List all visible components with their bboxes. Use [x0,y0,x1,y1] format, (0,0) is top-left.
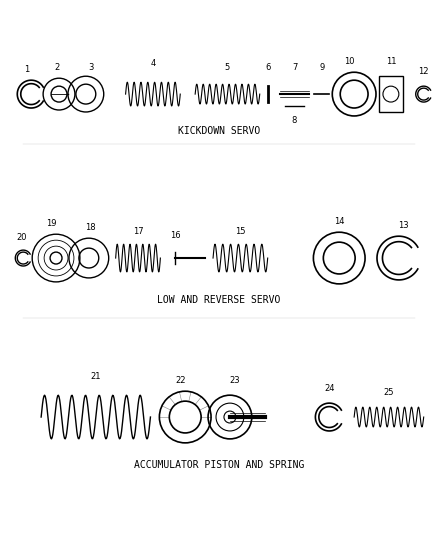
Text: 10: 10 [344,57,354,66]
Text: 25: 25 [384,388,394,397]
Text: 19: 19 [46,219,57,228]
Text: KICKDOWN SERVO: KICKDOWN SERVO [178,126,260,136]
Text: 8: 8 [292,116,297,125]
Text: 23: 23 [230,376,240,385]
Text: 9: 9 [320,63,325,72]
Text: 17: 17 [133,227,143,236]
Text: 11: 11 [385,57,396,66]
Bar [379,76,403,112]
Text: 3: 3 [88,63,93,72]
Text: 4: 4 [150,59,155,68]
Text: 12: 12 [418,67,429,76]
Text: 7: 7 [292,63,297,72]
Text: 16: 16 [170,231,180,240]
Text: 13: 13 [399,221,409,230]
Text: 14: 14 [334,217,344,226]
Text: 22: 22 [175,376,186,385]
Text: 1: 1 [24,65,29,74]
Text: 2: 2 [54,63,60,72]
Text: 20: 20 [16,233,27,242]
Text: 15: 15 [235,227,246,236]
Text: 6: 6 [265,63,270,72]
Text: 18: 18 [85,223,96,232]
Text: LOW AND REVERSE SERVO: LOW AND REVERSE SERVO [157,295,281,305]
Text: 5: 5 [225,63,230,72]
Text: ACCUMULATOR PISTON AND SPRING: ACCUMULATOR PISTON AND SPRING [134,460,304,470]
Text: 21: 21 [91,372,101,381]
Text: 24: 24 [324,384,335,393]
